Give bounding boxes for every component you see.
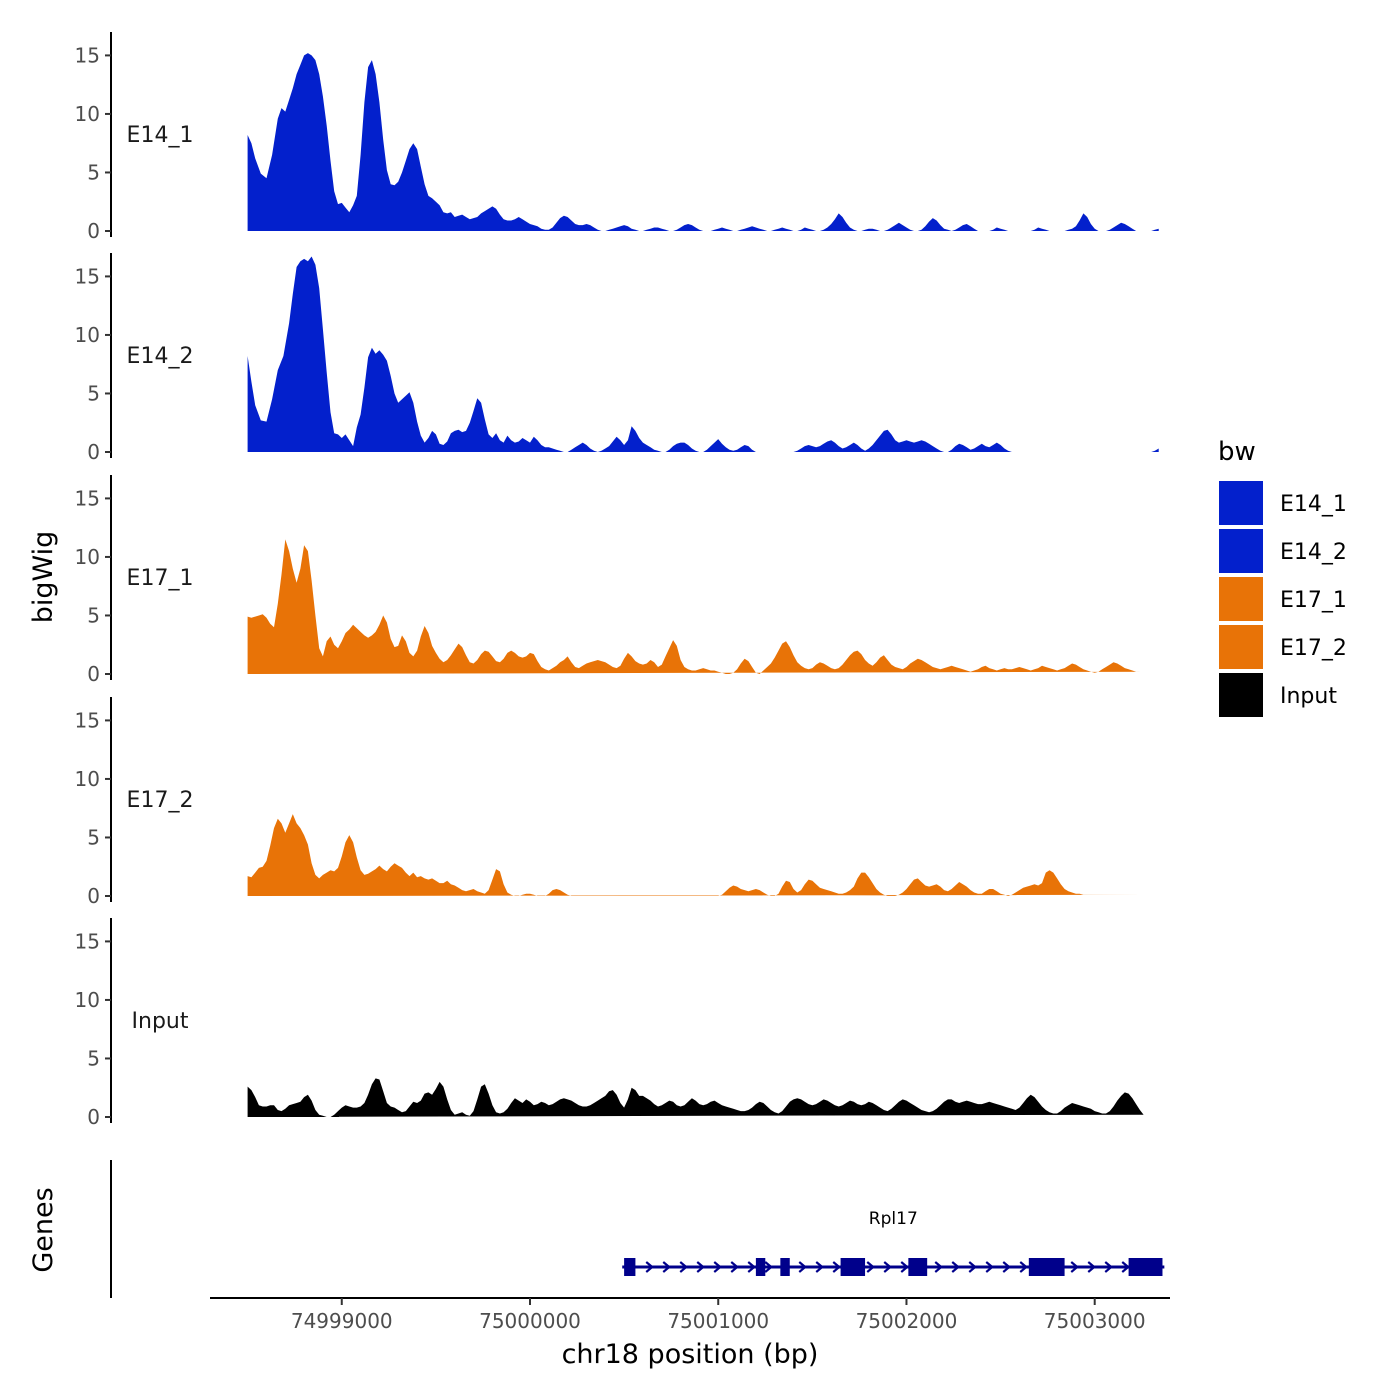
y-tick-label: 10 <box>75 988 100 1012</box>
x-tick-label: 74999000 <box>291 1309 393 1333</box>
genes-axis-title: Genes <box>28 1187 59 1272</box>
y-tick-label: 10 <box>75 102 100 126</box>
y-tick-label: 5 <box>87 1046 100 1070</box>
y-tick-label: 5 <box>87 603 100 627</box>
y-tick-label: 0 <box>87 662 100 686</box>
coverage-area-Input <box>247 1078 1144 1117</box>
track-label: E17_1 <box>127 566 194 591</box>
y-tick-label: 5 <box>87 381 100 405</box>
strand-arrow <box>934 1261 943 1273</box>
legend-label: E14_2 <box>1280 540 1347 565</box>
x-axis-title: chr18 position (bp) <box>562 1339 819 1370</box>
strand-arrow <box>900 1261 909 1273</box>
y-tick-label: 10 <box>75 323 100 347</box>
strand-arrow <box>883 1261 892 1273</box>
track-E14_1: 0 5 10 15 E14_1 <box>75 32 1159 243</box>
strand-arrow <box>798 1261 807 1273</box>
legend-label: E14_1 <box>1280 492 1347 517</box>
strand-arrow <box>1121 1261 1130 1273</box>
x-axis: 74999000 75000000 75001000 75002000 75003000 <box>210 1297 1170 1333</box>
gene-exon <box>908 1258 928 1276</box>
strand-arrow <box>764 1261 773 1273</box>
y-tick-label: 10 <box>75 767 100 791</box>
gene-track: Rpl17 <box>110 1160 1165 1298</box>
strand-arrow <box>696 1261 705 1273</box>
strand-arrow <box>985 1261 994 1273</box>
y-tick-label: 0 <box>87 219 100 243</box>
strand-arrow <box>662 1261 671 1273</box>
x-tick-label: 75000000 <box>479 1309 581 1333</box>
y-tick-label: 5 <box>87 825 100 849</box>
track-Input: 0 5 10 15 Input <box>75 918 1144 1129</box>
y-tick-label: 0 <box>87 440 100 464</box>
gene-exon <box>1128 1258 1163 1276</box>
coverage-tracks: 0 5 10 15 E14_1 0 5 10 15 E14_2 0 5 10 15 E17_1 0 5 10 15 E… <box>75 32 1159 1129</box>
strand-arrow <box>679 1261 688 1273</box>
track-E14_2: 0 5 10 15 E14_2 <box>75 253 1159 464</box>
gene-exon <box>1028 1258 1065 1276</box>
y-axis-title: bigWig <box>28 531 59 624</box>
strand-arrow <box>832 1261 841 1273</box>
y-tick-label: 0 <box>87 884 100 908</box>
strand-arrow <box>645 1261 654 1273</box>
strand-arrow <box>1070 1261 1079 1273</box>
gene-exon <box>780 1258 790 1276</box>
legend: bw E14_1 E14_2 E17_1 E17_2 Input <box>1217 437 1347 719</box>
legend-key-E14_1 <box>1217 479 1265 527</box>
track-label: E14_1 <box>127 123 194 148</box>
coverage-area-E14_2 <box>247 256 1159 452</box>
strand-arrow <box>951 1261 960 1273</box>
track-E17_2: 0 5 10 15 E17_2 <box>75 697 1152 908</box>
legend-key-E17_1 <box>1217 575 1265 623</box>
strand-arrow <box>713 1261 722 1273</box>
strand-arrow <box>815 1261 824 1273</box>
x-tick-label: 75001000 <box>667 1309 769 1333</box>
legend-key-Input <box>1217 671 1265 719</box>
coverage-area-E17_1 <box>247 539 1140 674</box>
strand-arrow <box>866 1261 875 1273</box>
y-tick-label: 15 <box>75 264 100 288</box>
strand-arrow <box>730 1261 739 1273</box>
strand-arrow <box>747 1261 756 1273</box>
strand-arrow <box>1019 1261 1028 1273</box>
x-tick-label: 75003000 <box>1044 1309 1146 1333</box>
coverage-area-E17_2 <box>247 814 1152 896</box>
strand-arrow <box>1087 1261 1096 1273</box>
x-tick-label: 75002000 <box>856 1309 958 1333</box>
y-tick-label: 5 <box>87 160 100 184</box>
y-tick-label: 0 <box>87 1105 100 1129</box>
legend-key-E14_2 <box>1217 527 1265 575</box>
legend-key-E17_2 <box>1217 623 1265 671</box>
coverage-area-E14_1 <box>247 53 1159 231</box>
track-label: E17_2 <box>127 788 194 813</box>
strand-arrow <box>968 1261 977 1273</box>
gene-exon <box>840 1258 866 1276</box>
track-E17_1: 0 5 10 15 E17_1 <box>75 475 1140 686</box>
legend-label: E17_1 <box>1280 588 1347 613</box>
gene-exon <box>755 1258 766 1276</box>
strand-arrow <box>1104 1261 1113 1273</box>
legend-title: bw <box>1218 437 1256 467</box>
track-label: E14_2 <box>127 344 194 369</box>
strand-arrow <box>1002 1261 1011 1273</box>
legend-label: Input <box>1280 684 1337 709</box>
track-label: Input <box>132 1009 189 1034</box>
y-tick-label: 15 <box>75 486 100 510</box>
y-tick-label: 10 <box>75 545 100 569</box>
y-tick-label: 15 <box>75 43 100 67</box>
gene-exon <box>624 1258 636 1276</box>
y-tick-label: 15 <box>75 929 100 953</box>
y-tick-label: 15 <box>75 708 100 732</box>
legend-label: E17_2 <box>1280 636 1347 661</box>
gene-name-label: Rpl17 <box>869 1209 918 1229</box>
